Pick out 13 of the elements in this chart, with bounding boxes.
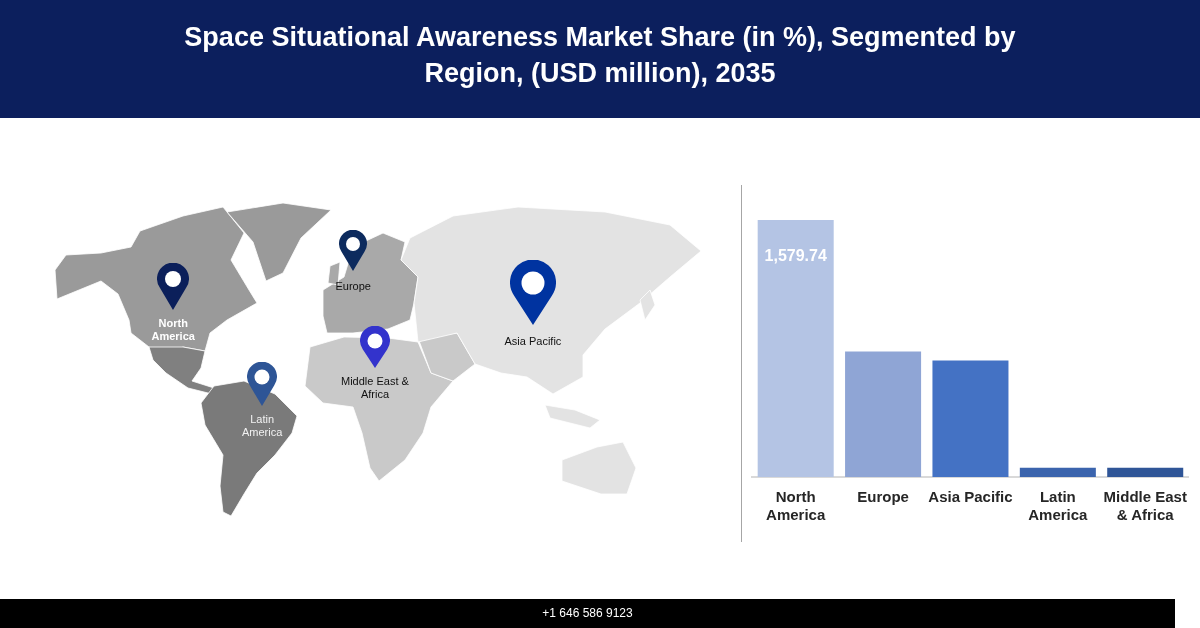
category-label: Latin America <box>242 413 283 438</box>
text: +1 646 586 9123 <box>541 606 634 621</box>
category-label: North America <box>151 317 195 342</box>
x-tick-label: Latin America <box>1028 488 1089 524</box>
category-label: Europe <box>335 280 371 292</box>
x-tick-label: Middle East & Africa <box>1103 488 1187 524</box>
x-tick-label: North America <box>766 488 826 524</box>
category-label: Asia Pacific <box>504 335 562 347</box>
chart-title: Space Situational Awareness Market Share (in %), Segmented by Region, (USD million), 2035 <box>183 21 1017 90</box>
data-label: 1,579.74 <box>764 247 827 265</box>
category-label: Middle East & Africa <box>341 375 409 400</box>
x-tick-label: Europe <box>857 488 909 506</box>
x-tick-label: Asia Pacific <box>928 488 1013 506</box>
